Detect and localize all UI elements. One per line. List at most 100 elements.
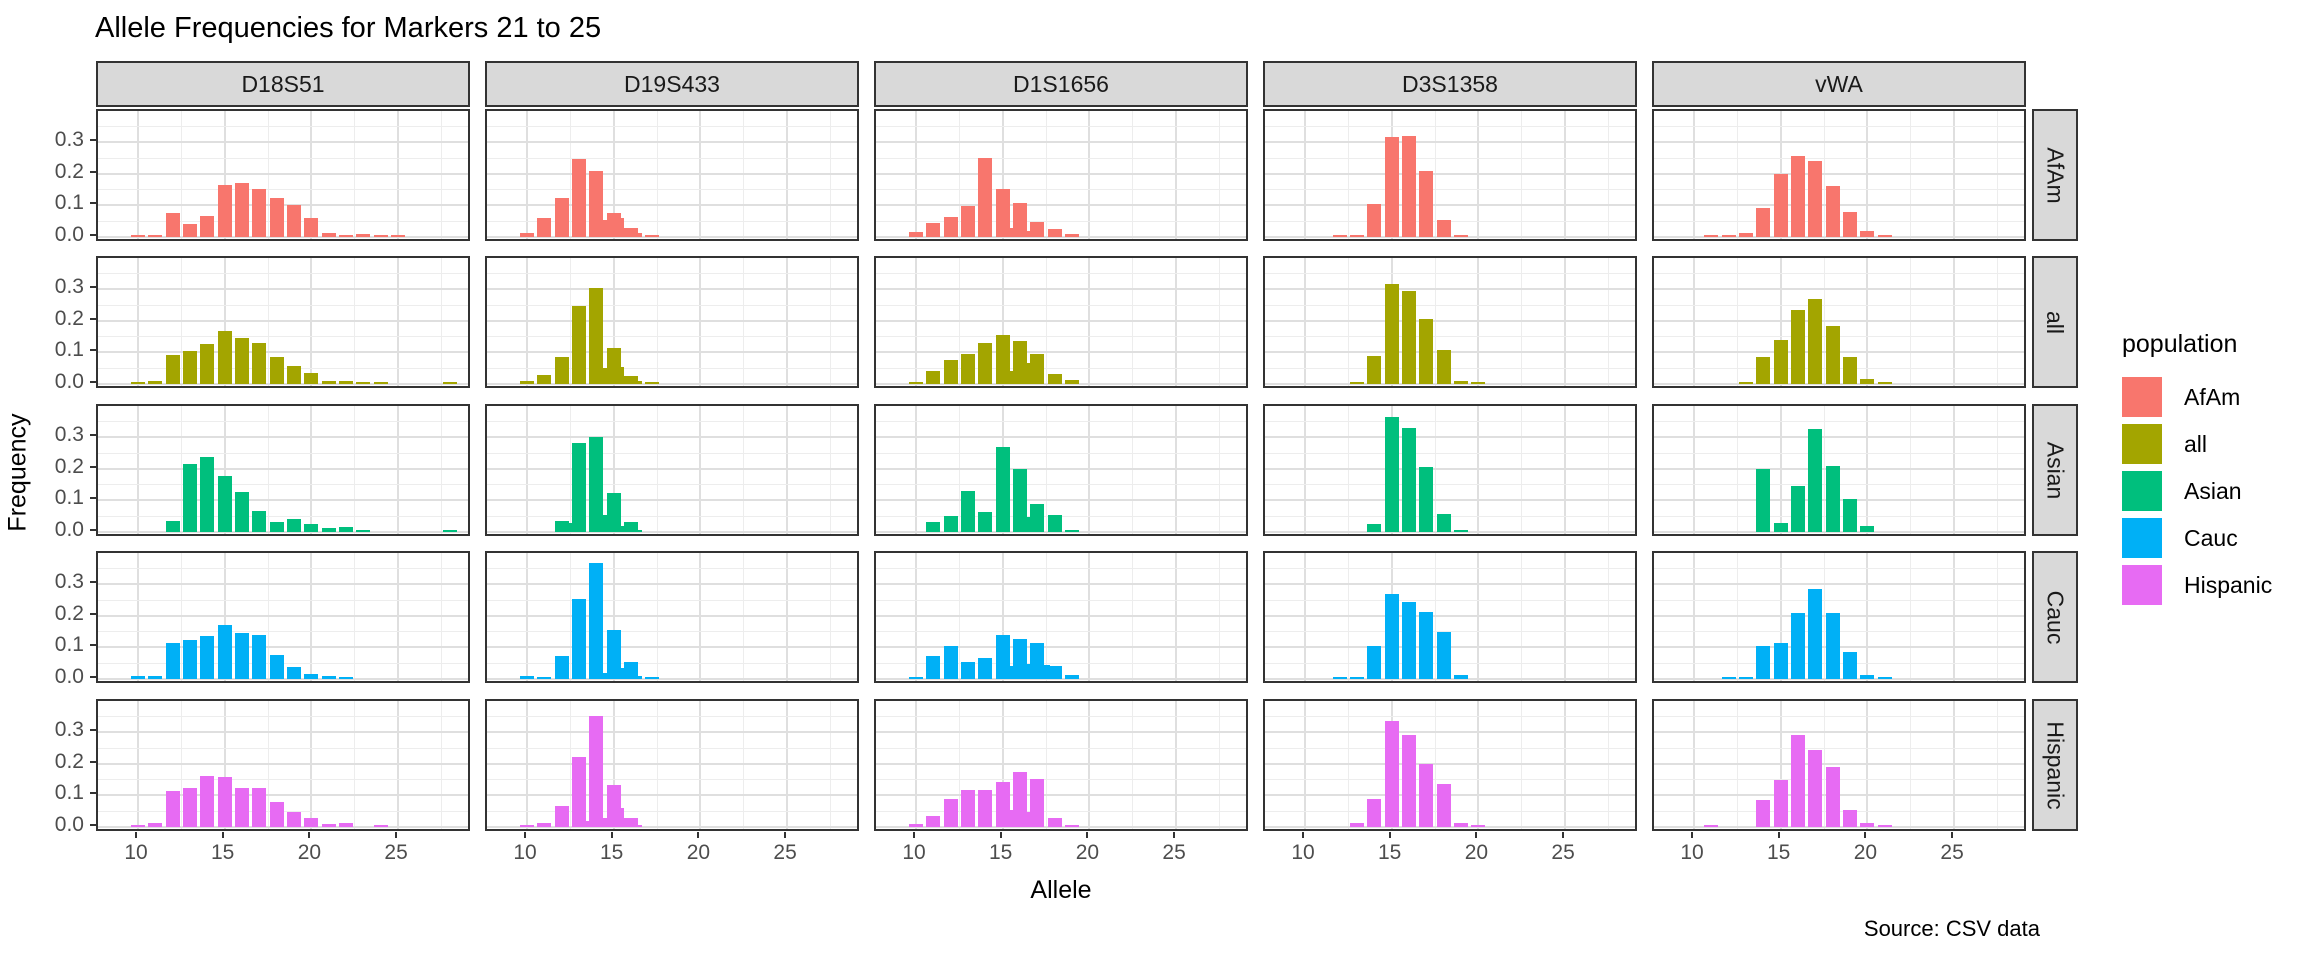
gridline-horizontal [98, 614, 468, 617]
gridline-horizontal [876, 436, 1246, 439]
bar-allele-13 [183, 351, 198, 384]
bar-allele-15.2 [610, 218, 625, 237]
x-tick-mark [1691, 832, 1693, 838]
gridline-horizontal [1265, 141, 1635, 144]
gridline-horizontal [487, 351, 857, 354]
gridline-horizontal [876, 499, 1246, 502]
gridline-vertical [958, 701, 960, 829]
gridline-horizontal [487, 731, 857, 734]
y-tick-mark [90, 381, 96, 383]
bar-allele-12 [943, 360, 958, 384]
bar-allele-14 [589, 288, 604, 384]
gridline-horizontal [487, 646, 857, 649]
facet-column-label: vWA [1815, 70, 1863, 97]
gridline-vertical [656, 258, 658, 386]
gridline-horizontal [487, 631, 857, 633]
bar-allele-22 [339, 527, 354, 532]
bar-allele-19 [1065, 825, 1080, 827]
bar-allele-15 [1384, 594, 1399, 679]
bar-allele-17 [252, 343, 267, 384]
gridline-horizontal [1265, 157, 1635, 159]
bar-allele-14 [978, 790, 993, 827]
gridline-vertical [829, 553, 831, 681]
gridline-horizontal [876, 762, 1246, 765]
gridline-horizontal [487, 583, 857, 586]
bar-allele-17 [252, 189, 267, 237]
gridline-vertical [1001, 701, 1004, 829]
bar-allele-16.3 [1018, 517, 1033, 532]
gridline-vertical [1132, 258, 1134, 386]
bar-allele-16.2 [627, 381, 642, 384]
gridline-vertical [1347, 553, 1349, 681]
gridline-horizontal [1265, 336, 1635, 338]
gridline-horizontal [487, 189, 857, 191]
gridline-vertical [267, 406, 269, 534]
y-tick-mark [90, 434, 96, 437]
gridline-vertical [1564, 553, 1567, 681]
gridline-vertical [1823, 111, 1825, 239]
bar-allele-16 [235, 338, 250, 384]
bar-allele-19 [1843, 212, 1858, 237]
gridline-horizontal [1654, 189, 2024, 191]
bar-allele-17 [252, 511, 267, 532]
gridline-vertical [267, 111, 269, 239]
bar-allele-16 [624, 522, 639, 532]
x-tick-label: 15 [211, 841, 235, 864]
gridline-horizontal [1265, 125, 1635, 127]
facet-panel-D1S1656-Hispanic [874, 699, 1248, 831]
gridline-horizontal [1265, 467, 1635, 470]
bar-allele-23 [356, 530, 371, 532]
gridline-horizontal [876, 141, 1246, 144]
gridline-horizontal [1265, 678, 1635, 680]
gridline-horizontal [1265, 631, 1635, 633]
gridline-horizontal [1265, 646, 1635, 649]
x-tick-label: 20 [686, 841, 711, 864]
bar-allele-16 [235, 492, 250, 532]
x-tick-label: 25 [1940, 841, 1964, 864]
x-tick-mark [697, 832, 700, 838]
gridline-vertical [180, 406, 182, 534]
gridline-vertical [1693, 258, 1695, 386]
gridline-vertical [1477, 406, 1480, 534]
gridline-vertical [1347, 258, 1349, 386]
bar-allele-13 [572, 159, 587, 237]
bar-allele-12 [1721, 235, 1736, 237]
legend-title: population [2122, 330, 2238, 358]
gridline-vertical [1996, 111, 1998, 239]
gridline-horizontal [98, 141, 468, 144]
y-tick-label: 0.0 [54, 813, 84, 836]
gridline-horizontal [876, 125, 1246, 127]
gridline-horizontal [1654, 484, 2024, 486]
source-caption: Source: CSV data [1863, 916, 2040, 941]
bar-allele-13 [961, 662, 976, 679]
gridline-horizontal [876, 236, 1246, 238]
gridline-vertical [569, 701, 571, 829]
facet-column-strip-D3S1358: D3S1358 [1263, 61, 1637, 107]
x-tick-mark [524, 832, 526, 838]
gridline-horizontal [1265, 747, 1635, 749]
bar-allele-12 [165, 791, 180, 827]
gridline-horizontal [876, 452, 1246, 454]
facet-panel-D3S1358-Asian [1263, 404, 1637, 536]
gridline-horizontal [487, 484, 857, 486]
bar-allele-14.2 [592, 818, 607, 827]
bar-allele-13 [572, 306, 587, 384]
y-tick-label: 0.2 [54, 749, 84, 773]
y-tick-label: 0.0 [54, 518, 84, 541]
bar-allele-19 [287, 812, 302, 827]
gridline-vertical [310, 701, 313, 829]
gridline-horizontal [1265, 288, 1635, 291]
legend-color-swatch [2122, 377, 2162, 417]
gridline-horizontal [1654, 762, 2024, 765]
bar-allele-17 [1030, 504, 1045, 532]
bar-allele-16.2 [627, 825, 642, 827]
bar-allele-11 [926, 816, 941, 827]
y-tick-mark [90, 760, 96, 763]
gridline-horizontal [98, 467, 468, 470]
bar-allele-13 [572, 443, 587, 532]
bar-allele-20 [304, 818, 319, 827]
gridline-horizontal [98, 484, 468, 486]
bar-allele-19 [287, 667, 302, 679]
bar-allele-17 [1419, 612, 1434, 679]
bar-allele-16 [1791, 156, 1806, 237]
